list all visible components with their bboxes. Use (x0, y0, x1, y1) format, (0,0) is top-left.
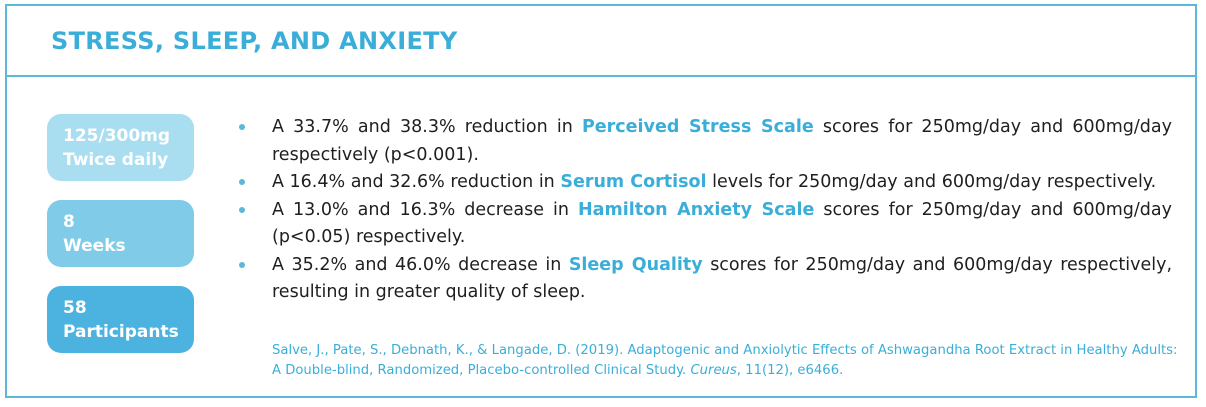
highlight-hamilton-anxiety: Hamilton Anxiety Scale (578, 199, 815, 220)
highlight-serum-cortisol: Serum Cortisol (560, 172, 707, 192)
page-title: STRESS, SLEEP, AND ANXIETY (51, 27, 458, 55)
duration-unit: Weeks (63, 236, 126, 256)
duration-badge: 8 Weeks (47, 200, 194, 267)
bullet-dot-icon (239, 206, 245, 213)
study-summary-card: STRESS, SLEEP, AND ANXIETY 125/300mg Twi… (5, 4, 1197, 398)
journal-name: Cureus (690, 363, 737, 378)
participants-label: Participants (63, 322, 179, 342)
findings-list: A 33.7% and 38.3% reduction in Perceived… (237, 114, 1172, 307)
finding-sleep: A 35.2% and 46.0% decrease in Sleep Qual… (237, 252, 1172, 307)
dosage-frequency: Twice daily (63, 150, 169, 170)
duration-value: 8 (63, 212, 75, 232)
highlight-sleep-quality: Sleep Quality (568, 254, 703, 275)
highlight-perceived-stress: Perceived Stress Scale (581, 117, 814, 137)
finding-stress: A 33.7% and 38.3% reduction in Perceived… (237, 114, 1172, 169)
finding-cortisol: A 16.4% and 32.6% reduction in Serum Cor… (237, 169, 1172, 197)
dosage-badge: 125/300mg Twice daily (47, 114, 194, 181)
card-header: STRESS, SLEEP, AND ANXIETY (7, 6, 1195, 77)
dosage-amount: 125/300mg (63, 126, 171, 146)
bullet-dot-icon (239, 179, 245, 185)
participants-value: 58 (63, 298, 87, 318)
finding-anxiety: A 13.0% and 16.3% decrease in Hamilton A… (237, 197, 1172, 252)
bullet-dot-icon (239, 261, 245, 268)
participants-badge: 58 Participants (47, 286, 194, 353)
reference-citation: Salve, J., Pate, S., Debnath, K., & Lang… (272, 343, 1178, 378)
bullet-dot-icon (239, 124, 245, 130)
